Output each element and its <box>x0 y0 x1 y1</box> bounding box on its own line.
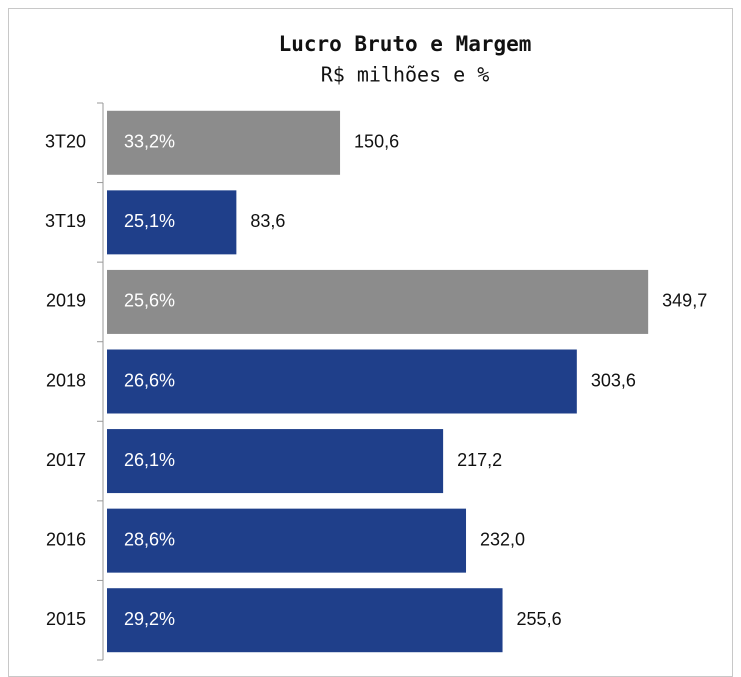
value-label: 303,6 <box>591 370 636 390</box>
margin-label: 25,1% <box>124 211 175 231</box>
y-tick-label: 3T19 <box>45 211 86 231</box>
value-label: 255,6 <box>517 609 562 629</box>
value-label: 349,7 <box>662 291 707 311</box>
bar <box>107 349 577 414</box>
margin-label: 26,1% <box>124 450 175 470</box>
value-label: 232,0 <box>480 529 525 549</box>
bar <box>107 508 467 573</box>
margin-label: 28,6% <box>124 529 175 549</box>
value-label: 217,2 <box>457 450 502 470</box>
bar <box>107 190 237 255</box>
margin-label: 26,6% <box>124 370 175 390</box>
bar <box>107 429 444 494</box>
margin-label: 25,6% <box>124 291 175 311</box>
y-tick-label: 3T20 <box>45 132 86 152</box>
bar <box>107 269 649 334</box>
value-label: 150,6 <box>354 132 399 152</box>
y-tick-label: 2017 <box>46 450 86 470</box>
frame <box>8 8 733 677</box>
y-tick-label: 2016 <box>46 529 86 549</box>
value-label: 83,6 <box>250 211 285 231</box>
y-tick-label: 2018 <box>46 370 86 390</box>
margin-label: 33,2% <box>124 132 175 152</box>
bar <box>107 110 341 175</box>
chart-subtitle: R$ milhões e % <box>321 63 490 87</box>
y-tick-label: 2019 <box>46 291 86 311</box>
chart-title: Lucro Bruto e Margem <box>279 32 532 56</box>
bar <box>107 588 503 653</box>
y-tick-label: 2015 <box>46 609 86 629</box>
margin-label: 29,2% <box>124 609 175 629</box>
